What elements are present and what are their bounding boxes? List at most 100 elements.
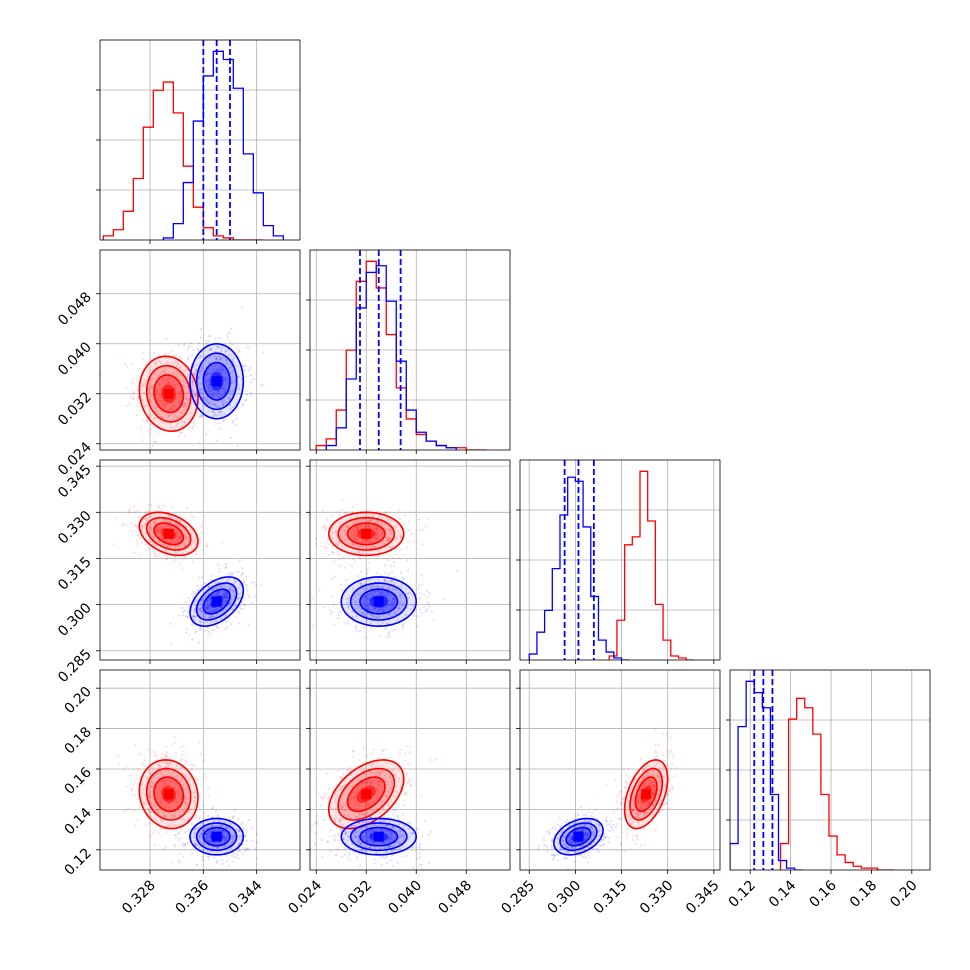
scatter-point <box>184 530 187 533</box>
scatter-point <box>353 845 356 848</box>
scatter-point <box>381 800 384 803</box>
scatter-point <box>213 363 216 367</box>
contour-line <box>145 767 192 821</box>
scatter-point <box>343 813 346 816</box>
scatter-point <box>224 596 227 599</box>
scatter-point <box>154 389 157 393</box>
scatter-point <box>205 832 208 836</box>
scatter-point <box>367 568 370 571</box>
scatter-point <box>376 533 379 536</box>
scatter-point <box>355 614 358 617</box>
scatter-point <box>652 790 655 794</box>
scatter-point <box>170 816 174 819</box>
scatter-point <box>166 556 169 559</box>
scatter-point <box>156 807 159 810</box>
scatter-point <box>377 585 380 588</box>
scatter-point <box>216 625 219 628</box>
scatter-point <box>350 803 353 806</box>
scatter-point <box>155 754 158 757</box>
scatter-point <box>428 592 431 595</box>
scatter-point <box>355 520 358 523</box>
scatter-point <box>192 791 195 795</box>
scatter-point <box>374 825 377 828</box>
scatter-point <box>208 585 211 589</box>
scatter-point <box>369 577 372 581</box>
scatter-point <box>223 419 226 422</box>
scatter-point <box>123 523 126 527</box>
scatter-point <box>194 843 197 846</box>
scatter-point <box>205 373 208 376</box>
scatter-point <box>166 360 169 363</box>
scatter-point <box>195 615 198 618</box>
scatter-point <box>225 376 228 379</box>
scatter-point <box>330 577 334 581</box>
scatter-point <box>639 806 643 809</box>
scatter-point <box>148 835 151 839</box>
scatter-point <box>178 538 181 541</box>
scatter-point <box>166 379 169 382</box>
scatter-point <box>229 623 233 626</box>
scatter-point <box>384 794 387 798</box>
scatter-point <box>347 604 350 607</box>
scatter-point <box>354 836 357 839</box>
scatter-point <box>242 853 245 856</box>
scatter-point <box>625 832 629 835</box>
scatter-point <box>171 779 174 782</box>
scatter-point <box>233 590 237 593</box>
scatter-point <box>380 828 383 831</box>
scatter-point <box>175 800 179 804</box>
scatter-point <box>183 843 186 846</box>
scatter-point <box>176 775 179 778</box>
scatter-point <box>342 837 345 840</box>
scatter-point <box>355 514 358 517</box>
scatter-point <box>369 773 372 776</box>
scatter-point <box>154 803 157 806</box>
scatter-point <box>236 850 239 853</box>
scatter-point <box>405 613 408 616</box>
scatter-point <box>178 401 181 404</box>
scatter-point <box>223 596 226 599</box>
scatter-point <box>643 807 646 810</box>
scatter-point <box>192 365 196 368</box>
scatter-point <box>354 625 357 628</box>
scatter-point <box>632 793 635 796</box>
scatter-point <box>623 786 626 789</box>
scatter-point <box>133 808 136 812</box>
scatter-point <box>214 592 218 595</box>
scatter-point <box>332 610 335 614</box>
scatter-point <box>164 352 167 355</box>
scatter-point <box>369 540 372 543</box>
scatter-point <box>245 839 248 842</box>
scatter-point <box>418 591 421 595</box>
scatter-point <box>339 565 342 568</box>
scatter-point <box>376 770 379 774</box>
scatter-point <box>149 794 152 797</box>
scatter-point <box>371 810 374 813</box>
scatter-point <box>365 832 368 835</box>
scatter-point <box>393 610 396 613</box>
scatter-point <box>209 616 212 619</box>
x-tick-label: 0.032 <box>335 878 375 918</box>
scatter-point <box>381 531 385 534</box>
scatter-point <box>162 779 165 782</box>
scatter-point <box>164 524 168 527</box>
scatter-point <box>408 778 411 781</box>
scatter-point <box>155 387 158 390</box>
scatter-point <box>214 828 218 831</box>
scatter-point <box>337 542 340 545</box>
scatter-point <box>176 537 179 540</box>
scatter-point <box>227 578 230 581</box>
scatter-point <box>149 532 152 535</box>
scatter-point <box>336 616 340 620</box>
scatter-point <box>224 627 227 630</box>
scatter-point <box>202 823 205 826</box>
scatter-point <box>191 595 195 599</box>
scatter-point <box>193 372 196 375</box>
scatter-point <box>183 758 186 761</box>
scatter-point <box>145 532 148 535</box>
scatter-point <box>172 372 175 375</box>
scatter-point <box>192 590 195 593</box>
scatter-point <box>376 783 379 786</box>
scatter-point <box>341 805 344 809</box>
scatter-point <box>634 816 637 819</box>
